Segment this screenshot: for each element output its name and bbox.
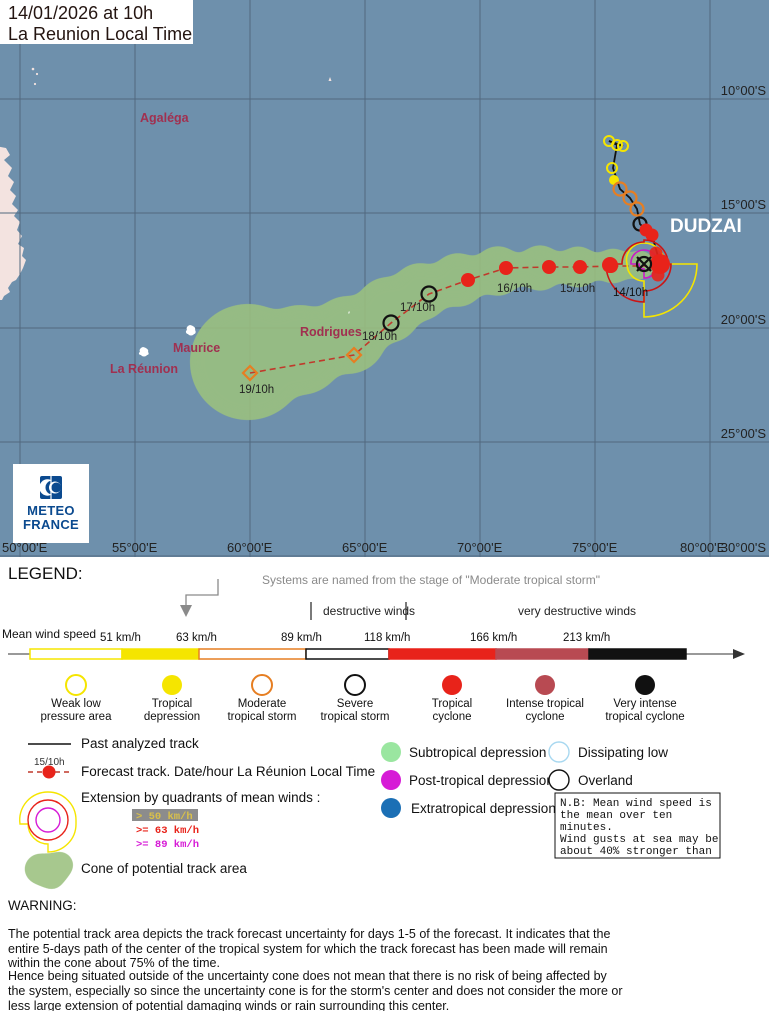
svg-text:LEGEND:: LEGEND: [8,564,83,583]
svg-text:70°00'E: 70°00'E [457,540,503,555]
svg-text:Wind gusts at sea may be: Wind gusts at sea may be [560,834,718,846]
svg-text:Intense tropical: Intense tropical [506,698,584,710]
svg-text:minutes.: minutes. [560,822,613,834]
svg-text:Dissipating low: Dissipating low [578,745,668,760]
svg-text:>= 63 km/h: >= 63 km/h [136,825,199,837]
svg-text:tropical storm: tropical storm [227,711,296,723]
svg-text:Past analyzed track: Past analyzed track [81,736,199,751]
svg-text:55°00'E: 55°00'E [112,540,158,555]
svg-text:FRANCE: FRANCE [23,517,79,532]
svg-text:25°00'S: 25°00'S [721,426,767,441]
svg-text:Subtropical depression: Subtropical depression [409,745,546,760]
svg-text:Overland: Overland [578,773,633,788]
svg-text:18/10h: 18/10h [362,331,397,343]
svg-text:> 50 km/h: > 50 km/h [136,811,193,823]
svg-text:Very intense: Very intense [613,698,676,710]
svg-text:15/10h: 15/10h [560,283,595,295]
svg-text:89 km/h: 89 km/h [281,632,322,644]
svg-text:10°00'S: 10°00'S [721,83,767,98]
svg-text:Tropical: Tropical [432,698,472,710]
svg-text:30°00'S: 30°00'S [721,540,767,555]
svg-text:14/10h: 14/10h [613,287,648,299]
svg-text:16/10h: 16/10h [497,283,532,295]
svg-text:65°00'E: 65°00'E [342,540,388,555]
svg-text:51 km/h: 51 km/h [100,632,141,644]
svg-text:Agaléga: Agaléga [140,111,190,125]
svg-text:N.B: Mean wind speed is: N.B: Mean wind speed is [560,798,712,810]
svg-text:Post-tropical depression: Post-tropical depression [409,773,554,788]
svg-text:destructive winds: destructive winds [323,604,415,618]
svg-text:17/10h: 17/10h [400,302,435,314]
svg-text:Cone of potential track area: Cone of potential track area [81,861,247,876]
svg-text:Extratropical depression: Extratropical depression [411,801,556,816]
svg-text:Systems are named from the sta: Systems are named from the stage of "Mod… [262,573,600,587]
svg-text:Severe: Severe [337,698,373,710]
svg-text:the mean over ten: the mean over ten [560,810,672,822]
svg-text:Maurice: Maurice [173,341,220,355]
svg-text:La Réunion: La Réunion [110,362,178,376]
svg-text:METEO: METEO [27,503,75,518]
svg-text:Rodrigues: Rodrigues [300,325,362,339]
svg-text:Forecast track. Date/hour La R: Forecast track. Date/hour La Réunion Loc… [81,764,375,779]
svg-text:DUDZAI: DUDZAI [670,216,742,237]
svg-text:Moderate: Moderate [238,698,287,710]
svg-text:cyclone: cyclone [433,711,472,723]
svg-text:Mean wind speed: Mean wind speed [2,627,96,641]
svg-text:pressure area: pressure area [41,711,113,723]
svg-text:very destructive winds: very destructive winds [518,604,636,618]
svg-text:118 km/h: 118 km/h [364,632,410,644]
svg-text:75°00'E: 75°00'E [572,540,618,555]
svg-text:60°00'E: 60°00'E [227,540,273,555]
svg-text:tropical cyclone: tropical cyclone [605,711,684,723]
svg-text:tropical storm: tropical storm [320,711,389,723]
svg-text:>= 89 km/h: >= 89 km/h [136,839,199,851]
svg-text:63 km/h: 63 km/h [176,632,217,644]
svg-text:Extension by quadrants of mean: Extension by quadrants of mean winds : [81,790,320,805]
svg-text:Weak low: Weak low [51,698,101,710]
svg-text:80°00'E: 80°00'E [680,540,726,555]
svg-text:213 km/h: 213 km/h [563,632,610,644]
svg-text:depression: depression [144,711,200,723]
svg-text:Tropical: Tropical [152,698,192,710]
svg-text:15°00'S: 15°00'S [721,197,767,212]
svg-text:about 40% stronger than: about 40% stronger than [560,846,712,858]
svg-text:166 km/h: 166 km/h [470,632,517,644]
svg-text:19/10h: 19/10h [239,384,274,396]
svg-text:20°00'S: 20°00'S [721,312,767,327]
svg-text:cyclone: cyclone [526,711,565,723]
